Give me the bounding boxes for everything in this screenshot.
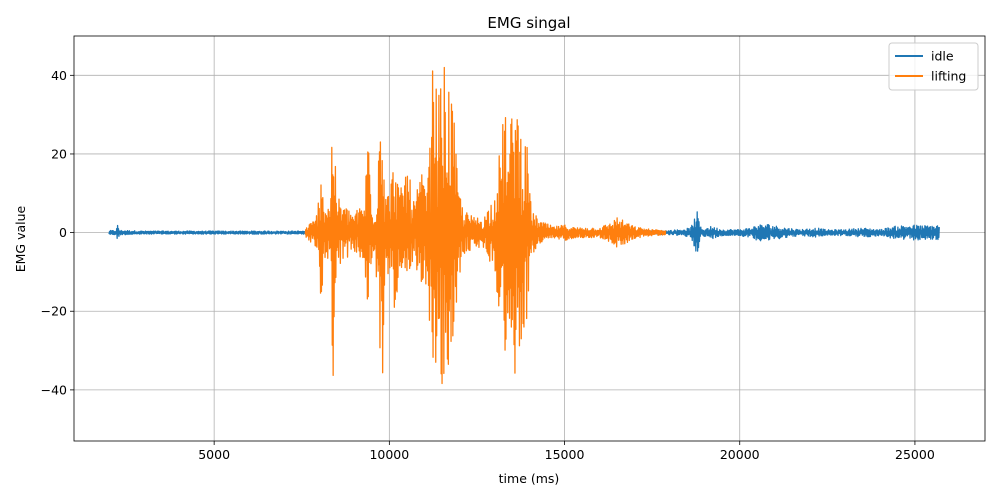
x-tick-label: 5000 (198, 447, 230, 462)
x-tick-label: 20000 (720, 447, 760, 462)
legend-box (888, 42, 979, 91)
x-axis-label: time (ms) (499, 471, 560, 486)
y-tick-label: 0 (59, 225, 67, 240)
y-axis-label: EMG value (13, 205, 28, 272)
y-tick-label: 40 (51, 68, 67, 83)
plot-area (108, 66, 940, 385)
y-tick-label: −20 (41, 304, 67, 319)
legend-label-lifting: lifting (931, 69, 966, 84)
legend-label-idle: idle (931, 49, 954, 64)
series-line-lifting (304, 66, 667, 385)
x-tick-label: 15000 (545, 447, 585, 462)
x-tick-label: 10000 (369, 447, 409, 462)
x-tick-label: 25000 (895, 447, 935, 462)
y-tick-label: 20 (51, 146, 67, 161)
legend: idle lifting (888, 42, 979, 91)
chart-title: EMG singal (487, 14, 570, 32)
y-tick-label: −40 (41, 382, 67, 397)
plot-frame (73, 35, 986, 442)
axis-ticks: 5000 10000 15000 20000 25000 −40 −20 0 20 40 (41, 68, 935, 462)
